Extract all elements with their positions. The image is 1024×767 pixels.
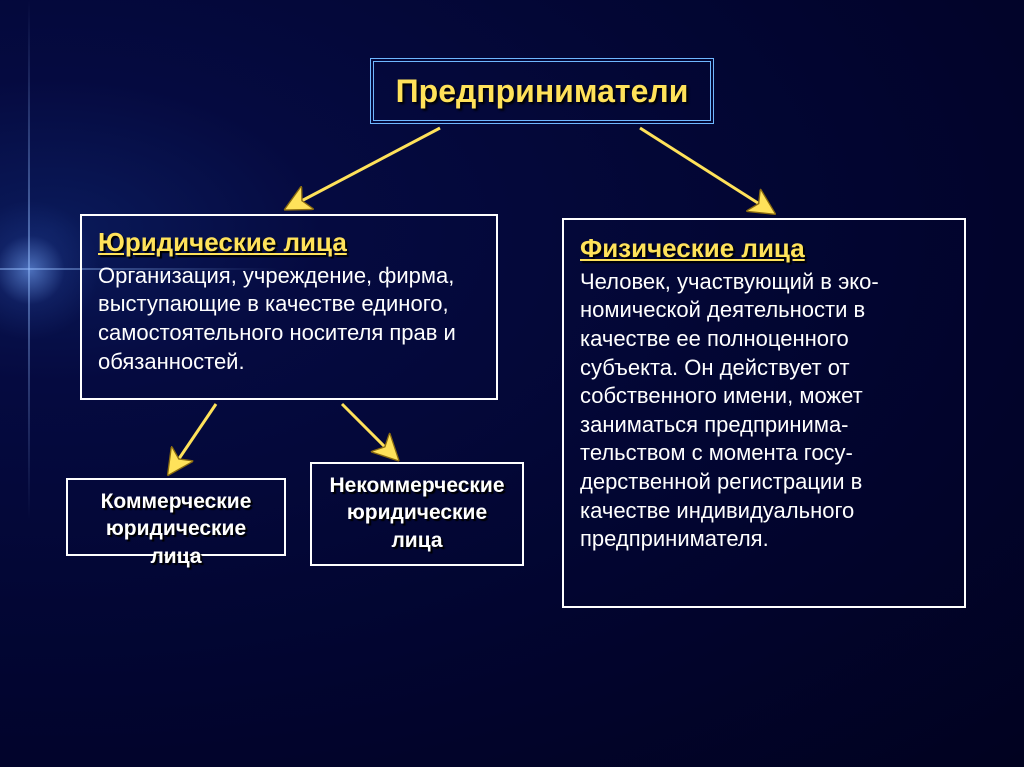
physical-persons-node: Физические лица Человек, участвующий в э… (562, 218, 966, 608)
commercial-label: Коммерческие юридические лица (101, 490, 252, 568)
legal-heading: Юридические лица (98, 226, 480, 260)
title-label: Предприниматели (396, 73, 689, 110)
physical-body: Человек, участвующий в эко-номической де… (580, 268, 948, 554)
commercial-node: Коммерческие юридические лица (66, 478, 286, 556)
legal-body: Организация, учреждение, фирма, выступаю… (98, 262, 480, 376)
noncommercial-node: Некоммерческие юридические лица (310, 462, 524, 566)
physical-heading: Физические лица (580, 232, 948, 266)
noncommercial-label: Некоммерческие юридические лица (329, 474, 504, 552)
title-node: Предприниматели (370, 58, 714, 124)
legal-entities-node: Юридические лица Организация, учреждение… (80, 214, 498, 400)
